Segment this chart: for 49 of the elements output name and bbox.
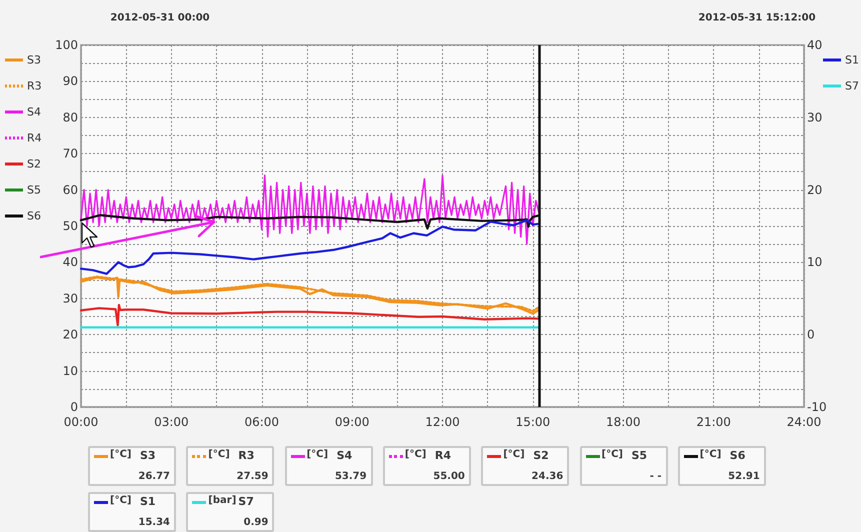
legend-label: S2 <box>27 158 41 170</box>
y2-tick-label: 10 <box>807 255 822 270</box>
y-tick-label: 90 <box>62 74 78 88</box>
text: 2012-05-31 00:00 <box>110 12 210 24</box>
x-tick-label: 24:00 <box>786 415 822 429</box>
x-tick-label: 12:00 <box>425 415 460 429</box>
legend-label: S1 <box>845 54 859 66</box>
legend-label: S7 <box>845 80 859 92</box>
x-tick-label: 00:00 <box>64 415 98 429</box>
x-tick-label: 09:00 <box>334 415 370 429</box>
legend-label: R4 <box>27 132 42 144</box>
y-tick-label: 50 <box>62 219 78 233</box>
readout-card: [°C] S3 26.77 <box>88 446 176 486</box>
legend-label: S4 <box>27 106 41 118</box>
readout-card: [°C] S2 24.36 <box>481 446 570 486</box>
readout-card: [°C] S1 15.34 <box>88 492 176 532</box>
y2-tick-label: 30 <box>807 110 822 124</box>
x-tick-label: 06:00 <box>244 415 280 429</box>
legend-label: S5 <box>27 184 41 196</box>
y-tick-label: 100 <box>55 38 78 52</box>
readout-card: [°C] R3 27.59 <box>186 446 274 486</box>
readout-card: [°C] S4 53.79 <box>284 446 373 486</box>
y-tick-label: 0 <box>70 400 78 414</box>
readout-card: [°C] S6 52.91 <box>678 446 766 486</box>
x-tick-label: 21:00 <box>696 415 731 429</box>
y2-tick-label: -10 <box>807 400 827 414</box>
readout-card: [bar] S7 0.99 <box>186 492 274 532</box>
x-tick-label: 18:00 <box>606 415 641 429</box>
legend-label: S3 <box>27 54 41 66</box>
y-tick-label: 10 <box>62 364 78 378</box>
line-series <box>80 219 540 275</box>
line-series <box>80 304 540 326</box>
text: 2012-05-31 15:12:00 <box>698 12 816 24</box>
legend-label: R3 <box>27 80 42 92</box>
y-tick-label: 80 <box>62 110 78 124</box>
y-tick-label: 60 <box>62 182 78 197</box>
readout-card: [°C] R4 55.00 <box>382 446 471 486</box>
y2-tick-label: 0 <box>807 328 815 342</box>
y-tick-label: 70 <box>62 146 78 161</box>
legend-label: S6 <box>27 210 41 222</box>
line-series <box>80 174 540 245</box>
y-tick-label: 20 <box>62 328 78 342</box>
x-tick-label: 15:00 <box>516 415 550 429</box>
y2-tick-label: 40 <box>807 38 822 52</box>
y-tick-label: 30 <box>62 291 78 306</box>
y-tick-label: 40 <box>62 255 78 270</box>
readout-card: [°C] S5 - - <box>580 446 668 486</box>
y2-tick-label: 20 <box>807 182 822 197</box>
x-tick-label: 03:00 <box>154 415 189 429</box>
